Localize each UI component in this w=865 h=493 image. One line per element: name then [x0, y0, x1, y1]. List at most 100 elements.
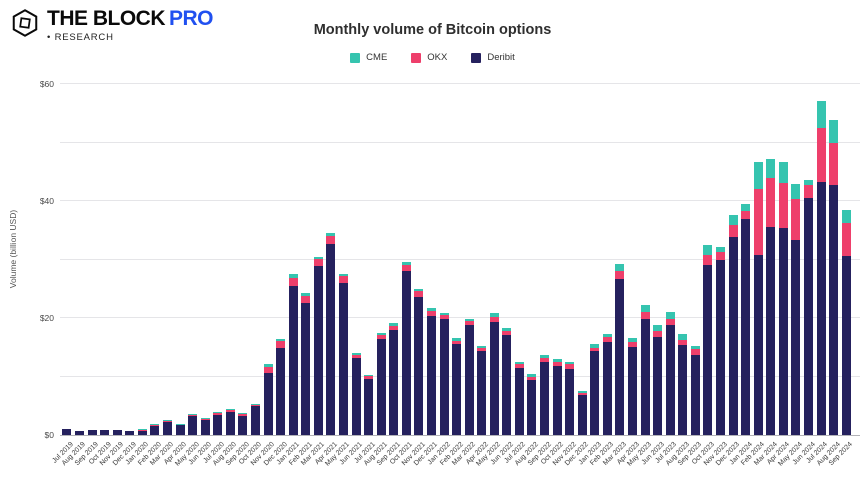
- bar-aug-2022[interactable]: [527, 374, 537, 435]
- bar-feb-2020[interactable]: [150, 424, 160, 435]
- bar-may-2020[interactable]: [188, 413, 198, 435]
- bar-apr-2023[interactable]: [628, 337, 638, 435]
- bar-nov-2022[interactable]: [565, 361, 575, 435]
- segment-cme: [678, 334, 688, 340]
- legend-item-cme[interactable]: CME: [350, 52, 387, 63]
- legend-item-deribit[interactable]: Deribit: [471, 52, 515, 63]
- segment-cme: [753, 161, 763, 190]
- segment-deribit: [414, 296, 424, 435]
- bar-aug-2021[interactable]: [376, 333, 386, 435]
- segment-cme: [766, 158, 776, 179]
- bar-sep-2020[interactable]: [238, 413, 248, 435]
- legend-swatch-cme: [350, 52, 361, 63]
- bar-dec-2019[interactable]: [125, 430, 135, 435]
- bar-oct-2023[interactable]: [703, 244, 713, 435]
- segment-deribit: [74, 430, 84, 435]
- bar-mar-2024[interactable]: [766, 158, 776, 435]
- bar-feb-2022[interactable]: [452, 337, 462, 435]
- bar-aug-2019[interactable]: [74, 430, 84, 435]
- bar-mar-2020[interactable]: [162, 419, 172, 435]
- segment-deribit: [502, 334, 512, 435]
- bar-jun-2023[interactable]: [653, 325, 663, 435]
- bar-apr-2020[interactable]: [175, 423, 185, 435]
- bar-sep-2024[interactable]: [841, 210, 851, 435]
- bar-may-2021[interactable]: [338, 274, 348, 435]
- bar-oct-2019[interactable]: [100, 430, 110, 435]
- bar-oct-2022[interactable]: [552, 358, 562, 435]
- chart-title: Monthly volume of Bitcoin options: [313, 22, 552, 38]
- segment-deribit: [313, 265, 323, 435]
- bar-apr-2022[interactable]: [477, 345, 487, 435]
- segment-cme: [552, 358, 562, 362]
- bar-mar-2021[interactable]: [313, 256, 323, 435]
- bar-apr-2024[interactable]: [778, 161, 788, 435]
- segment-okx: [804, 184, 814, 199]
- bar-sep-2023[interactable]: [690, 345, 700, 435]
- bar-dec-2023[interactable]: [728, 215, 738, 435]
- bar-oct-2021[interactable]: [401, 261, 411, 435]
- bar-sep-2022[interactable]: [540, 354, 550, 435]
- segment-okx: [841, 223, 851, 256]
- bar-nov-2020[interactable]: [263, 364, 273, 435]
- segment-deribit: [590, 351, 600, 435]
- bar-jul-2023[interactable]: [665, 312, 675, 435]
- bar-jun-2021[interactable]: [351, 353, 361, 435]
- segment-deribit: [364, 378, 374, 435]
- bar-nov-2023[interactable]: [716, 246, 726, 435]
- segment-cme: [338, 274, 348, 277]
- bar-aug-2023[interactable]: [678, 334, 688, 435]
- bar-aug-2024[interactable]: [829, 119, 839, 435]
- segment-cme: [426, 308, 436, 311]
- segment-cme: [414, 288, 424, 292]
- bar-jul-2020[interactable]: [213, 412, 223, 435]
- bar-jul-2019[interactable]: [62, 429, 72, 435]
- bar-apr-2021[interactable]: [326, 233, 336, 435]
- bar-sep-2021[interactable]: [389, 323, 399, 435]
- segment-deribit: [351, 358, 361, 435]
- segment-deribit: [87, 430, 97, 435]
- bar-jul-2024[interactable]: [816, 100, 826, 435]
- bar-jun-2022[interactable]: [502, 327, 512, 435]
- legend-label-deribit: Deribit: [487, 52, 515, 63]
- bar-jan-2022[interactable]: [439, 312, 449, 435]
- bar-mar-2023[interactable]: [615, 263, 625, 435]
- bar-dec-2021[interactable]: [426, 308, 436, 435]
- segment-cme: [452, 337, 462, 341]
- bar-mar-2022[interactable]: [464, 318, 474, 435]
- bar-feb-2023[interactable]: [602, 333, 612, 435]
- segment-deribit: [112, 430, 122, 435]
- bar-jun-2020[interactable]: [200, 418, 210, 435]
- segment-okx: [628, 342, 638, 348]
- the-block-pro-logo[interactable]: THE BLOCK PRO • RESEARCH: [10, 7, 214, 43]
- bar-jul-2021[interactable]: [364, 374, 374, 435]
- bar-oct-2020[interactable]: [250, 403, 260, 435]
- bar-jan-2023[interactable]: [590, 344, 600, 435]
- bar-aug-2020[interactable]: [225, 409, 235, 435]
- bar-dec-2022[interactable]: [577, 391, 587, 435]
- bar-nov-2019[interactable]: [112, 430, 122, 435]
- segment-okx: [276, 341, 286, 348]
- logo-pro: PRO: [169, 7, 214, 30]
- bar-nov-2021[interactable]: [414, 288, 424, 435]
- bar-may-2024[interactable]: [791, 184, 801, 435]
- bar-may-2023[interactable]: [640, 305, 650, 435]
- bar-jul-2022[interactable]: [514, 361, 524, 435]
- segment-deribit: [225, 411, 235, 435]
- bar-sep-2019[interactable]: [87, 430, 97, 435]
- segment-deribit: [489, 321, 499, 435]
- legend-item-okx[interactable]: OKX: [411, 52, 447, 63]
- bar-dec-2020[interactable]: [276, 339, 286, 435]
- segment-deribit: [464, 325, 474, 435]
- segment-cme: [615, 263, 625, 272]
- segment-deribit: [338, 283, 348, 435]
- bar-may-2022[interactable]: [489, 313, 499, 435]
- bar-jan-2020[interactable]: [137, 429, 147, 435]
- bar-jan-2024[interactable]: [741, 203, 751, 435]
- segment-cme: [577, 391, 587, 393]
- bar-jan-2021[interactable]: [288, 274, 298, 435]
- bar-feb-2021[interactable]: [301, 293, 311, 435]
- gridline-40: [60, 200, 860, 201]
- bar-feb-2024[interactable]: [753, 161, 763, 435]
- bar-jun-2024[interactable]: [804, 179, 814, 435]
- segment-okx: [225, 410, 235, 412]
